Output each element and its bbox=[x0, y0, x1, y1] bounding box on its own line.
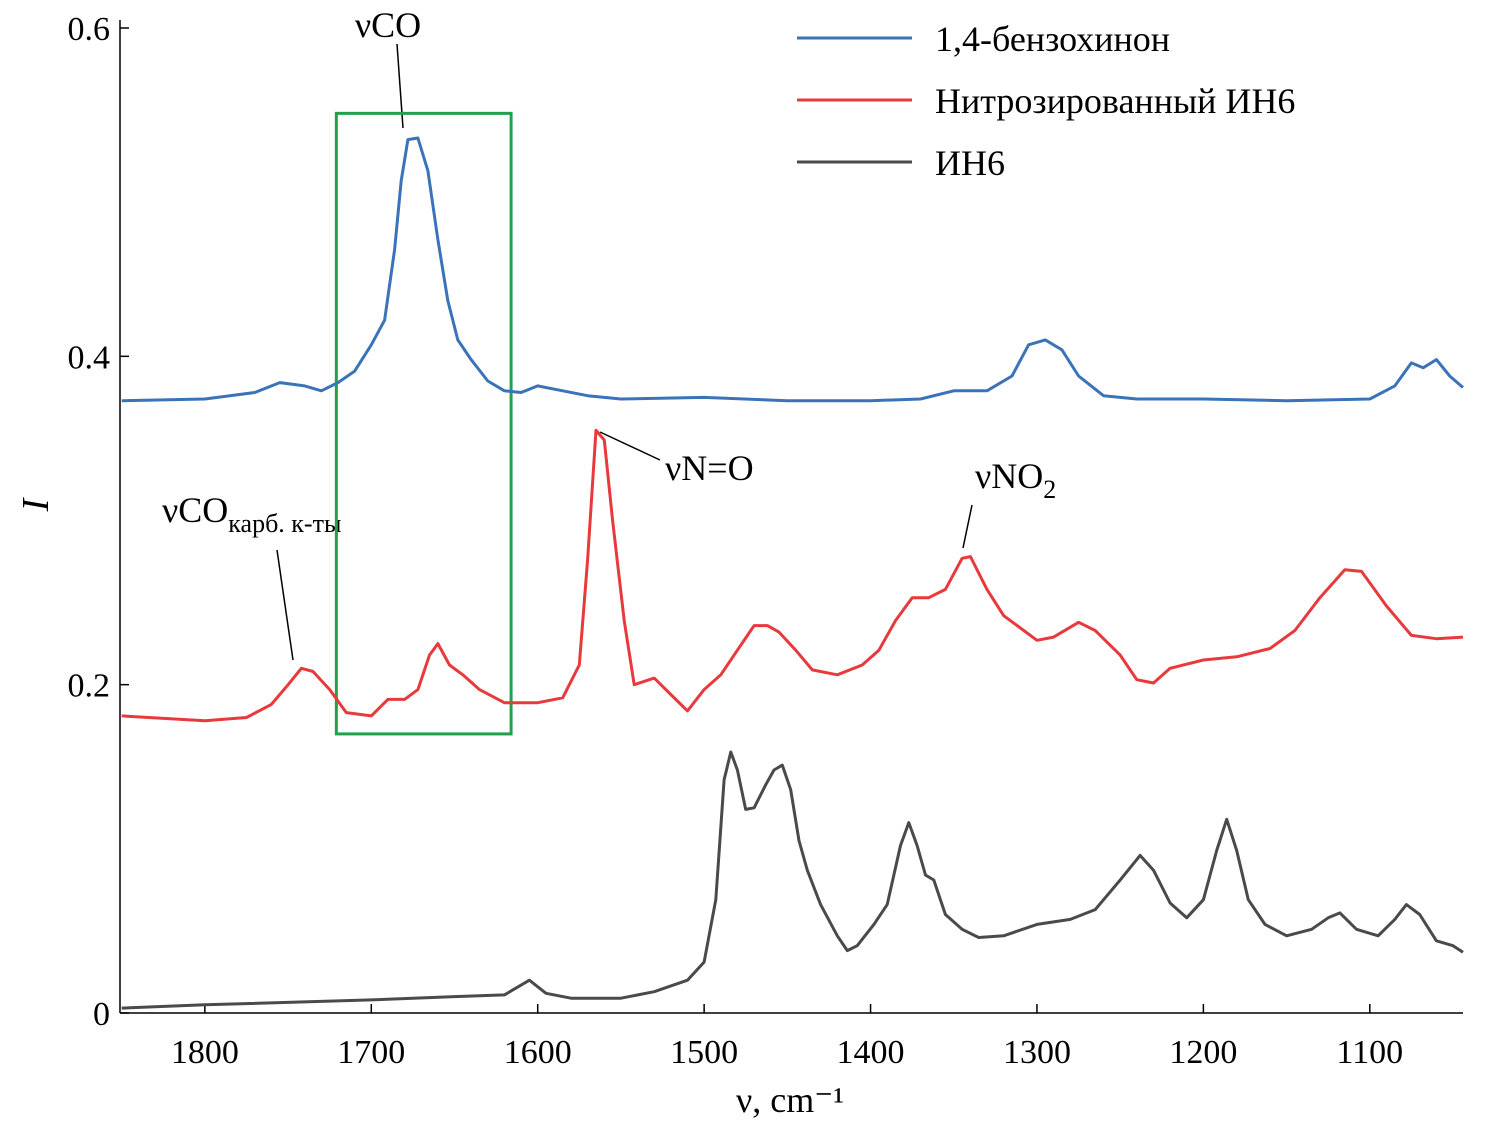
legend-label: 1,4-бензохинон bbox=[935, 19, 1170, 59]
y-tick-label: 0.6 bbox=[68, 11, 111, 48]
y-tick-label: 0 bbox=[93, 996, 110, 1033]
annotation-text: νNO bbox=[975, 456, 1043, 496]
legend-label: Нитрозированный ИН6 bbox=[935, 81, 1295, 121]
leader-line bbox=[962, 504, 973, 549]
x-tick-label: 1700 bbox=[337, 1034, 405, 1071]
annotation: νNO2 bbox=[975, 456, 1056, 504]
leader-line bbox=[599, 431, 661, 461]
x-tick-label: 1100 bbox=[1336, 1034, 1403, 1071]
annotation: νCO bbox=[355, 5, 421, 45]
annotation-sub: 2 bbox=[1043, 475, 1056, 504]
annotation: νN=O bbox=[665, 448, 754, 488]
series-line bbox=[121, 136, 1464, 403]
annotation-text: νCO bbox=[162, 490, 228, 530]
highlight-box bbox=[334, 111, 513, 736]
x-tick-label: 1400 bbox=[837, 1034, 905, 1071]
x-tick-label: 1500 bbox=[670, 1034, 738, 1071]
x-tick-label: 1800 bbox=[171, 1034, 239, 1071]
annotations bbox=[276, 43, 973, 661]
y-tick-label: 0.4 bbox=[68, 339, 111, 376]
y-axis-label: I bbox=[15, 496, 57, 512]
leader-line bbox=[396, 43, 404, 129]
x-tick-label: 1300 bbox=[1003, 1034, 1071, 1071]
x-axis-label: ν, cm⁻¹ bbox=[736, 1080, 844, 1120]
leader-line bbox=[276, 549, 294, 661]
series-line bbox=[121, 750, 1464, 1010]
y-tick-label: 0.2 bbox=[68, 668, 111, 705]
series-line bbox=[121, 428, 1464, 723]
legend-label: ИН6 bbox=[935, 143, 1005, 183]
x-tick-label: 1200 bbox=[1169, 1034, 1237, 1071]
annotation: νCOкарб. к-ты bbox=[162, 490, 341, 538]
annotation-sub: карб. к-ты bbox=[228, 509, 341, 538]
x-tick-label: 1600 bbox=[504, 1034, 572, 1071]
